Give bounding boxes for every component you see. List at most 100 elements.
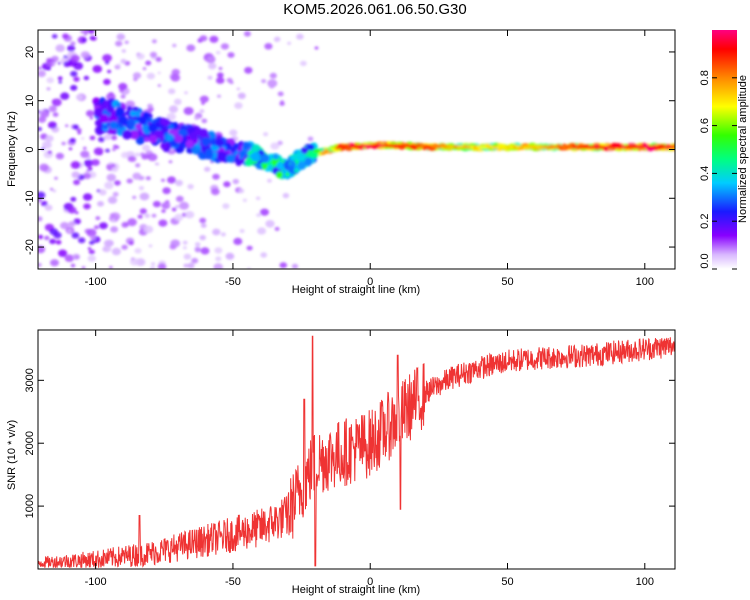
spectrogram-cell [282,192,290,199]
spectrogram-cell [605,145,610,149]
spectrogram-cell [261,79,267,84]
spectrogram-cell [116,63,121,67]
spectrogram-cell [46,58,53,63]
x-tick-label: 50 [501,576,513,588]
spectrogram-cell [489,145,495,149]
spectrogram-cell [174,134,183,143]
spectrogram-cell [88,30,95,34]
spectrogram-cell [44,204,53,211]
spectrogram-cell [69,138,76,143]
spectrogram-cell [121,244,128,250]
spectrogram-cell [47,67,51,71]
spectrogram-cell [65,124,69,127]
spectrogram-cell [218,67,223,70]
spectrogram-cell [307,136,314,142]
spectrogram-cell [161,209,166,213]
spectrogram-cell [47,150,52,154]
spectrogram-cell [242,142,251,150]
spectrogram-cell [81,266,86,269]
spectrogram-cell [127,218,137,227]
spectrogram-cell [657,145,663,149]
spectrogram-cell [272,153,279,160]
spectrogram-cell [194,247,202,253]
spectrogram-cell [483,145,488,149]
spectrogram-cell [199,109,205,113]
spectrogram-cell [456,145,462,149]
spectrogram-cell [75,94,84,101]
spectrogram-cell [200,247,210,255]
spectrogram-cell [651,145,656,149]
spectrogram-cell [147,103,154,109]
spectrogram-cell [118,82,128,91]
spectrogram-cell [89,135,96,141]
spectrogram-cell [243,31,251,37]
spectrogram-cell [215,138,225,147]
spectrogram-cell [102,54,112,62]
spectrogram-cell [377,144,383,148]
spectrogram-cell [234,102,243,109]
spectrogram-cell [183,107,194,115]
spectrogram-cell [516,145,521,149]
y-tick-label: 10 [24,95,36,107]
y-tick-label: 20 [24,46,36,58]
spectrogram-cell [251,144,260,153]
spectrogram-cell [135,135,145,145]
spectrogram-cell [227,52,235,58]
spectrogram-cell [83,203,91,210]
spectrogram-cell [38,262,42,267]
spectrogram-cell [289,155,296,161]
spectrogram-cell [99,222,108,230]
spectrogram-cell [582,145,587,149]
spectrogram-cell [291,263,299,269]
spectrogram-cell [277,91,284,97]
spectrogram-cell [112,148,116,152]
spectrogram-cell [57,61,61,65]
colorbar-tick-label: 0.8 [699,70,711,85]
spectrogram-cell [260,208,269,216]
spectrogram-cell [51,34,58,39]
spectrogram-cell [42,141,52,149]
spectrogram-cell [204,166,211,172]
spectrogram-cell [49,238,56,245]
spectrogram-cell [172,43,177,48]
spectrogram-cell [545,145,551,149]
spectrogram-cell [591,145,597,149]
colorbar-tick-label: 0.6 [699,118,711,133]
spectrogram-cell [161,178,165,182]
spectrogram-cell [111,166,119,173]
spectrogram-cell [144,213,151,219]
spectrogram-cell [631,145,637,149]
spectrogram-cell [506,145,511,149]
snr-frame [37,329,676,570]
spectrogram-cell [131,257,135,261]
spectrogram-cell [647,145,653,149]
spectrogram-cell [214,247,223,254]
spectrogram-cell [64,254,75,262]
spectrogram-cell [72,253,81,260]
spectrogram-cell [212,173,220,180]
spectrogram-cell [562,145,567,149]
spectrogram-cell [89,235,96,241]
spectrogram-cell [110,226,119,233]
spectrogram-cell [95,216,101,221]
spectrogram-cell [297,161,307,170]
spectrogram-x-axis: -100 -50 0 50 100 [85,30,654,288]
spectrogram-cell [139,176,145,180]
spectrogram-cell [151,39,157,44]
x-tick-label: 100 [636,276,654,288]
spectrogram-cell [98,189,107,196]
spectrogram-cell [244,66,253,74]
spectrogram-cell [93,225,100,230]
spectrogram-cell [296,33,304,40]
spectrogram-cell [466,145,472,149]
spectrogram-cell [46,87,51,91]
spectrogram-cell [157,263,167,269]
spectrogram-cell [215,77,225,84]
spectrogram-cell [374,144,380,148]
spectrogram-cell [38,116,47,123]
spectrogram-cell [135,123,143,131]
spectrogram-cell [443,145,449,149]
spectrogram-cell [89,240,95,245]
spectrogram-cell [246,245,253,251]
